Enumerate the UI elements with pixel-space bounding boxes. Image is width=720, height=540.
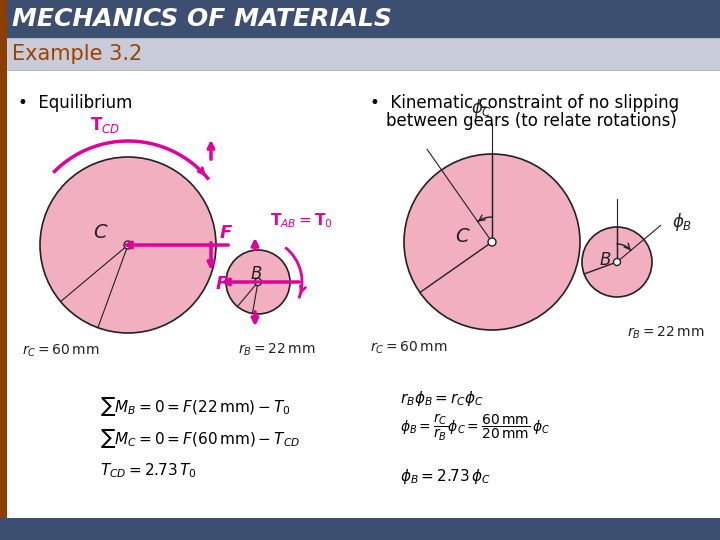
Circle shape <box>254 279 261 286</box>
Circle shape <box>40 157 216 333</box>
Text: C: C <box>455 227 469 246</box>
Text: $\phi_C$: $\phi_C$ <box>472 97 492 119</box>
Text: $\sum M_B = 0 = F(22\,\mathrm{mm})-T_0$: $\sum M_B = 0 = F(22\,\mathrm{mm})-T_0$ <box>100 395 291 418</box>
Text: B: B <box>599 251 611 269</box>
Text: $r_B = 22\,\mathrm{mm}$: $r_B = 22\,\mathrm{mm}$ <box>238 342 315 359</box>
Text: $\phi_B = \dfrac{r_C}{r_B}\phi_C = \dfrac{60\,\mathrm{mm}}{20\,\mathrm{mm}}\,\ph: $\phi_B = \dfrac{r_C}{r_B}\phi_C = \dfra… <box>400 412 550 443</box>
Text: $\phi_B = 2.73\,\phi_C$: $\phi_B = 2.73\,\phi_C$ <box>400 467 491 486</box>
Text: C: C <box>93 224 107 242</box>
Text: $r_B = 22\,\mathrm{mm}$: $r_B = 22\,\mathrm{mm}$ <box>627 325 705 341</box>
Text: $r_C = 60\,\mathrm{mm}$: $r_C = 60\,\mathrm{mm}$ <box>22 343 99 360</box>
Bar <box>0 38 7 70</box>
Text: $r_C = 60\,\mathrm{mm}$: $r_C = 60\,\mathrm{mm}$ <box>370 340 448 356</box>
Text: $r_B\phi_B = r_C\phi_C$: $r_B\phi_B = r_C\phi_C$ <box>400 389 485 408</box>
Text: MECHANICS OF MATERIALS: MECHANICS OF MATERIALS <box>12 7 392 31</box>
Text: •  Kinematic constraint of no slipping: • Kinematic constraint of no slipping <box>370 94 679 112</box>
Text: F: F <box>220 224 233 242</box>
Text: between gears (to relate rotations): between gears (to relate rotations) <box>386 112 677 130</box>
Text: •  Equilibrium: • Equilibrium <box>18 94 132 112</box>
Text: $\phi_B$: $\phi_B$ <box>672 211 692 233</box>
Text: $T_{CD} = 2.73\,T_0$: $T_{CD} = 2.73\,T_0$ <box>100 461 197 480</box>
Text: $\sum M_C = 0 = F(60\,\mathrm{mm})-T_{CD}$: $\sum M_C = 0 = F(60\,\mathrm{mm})-T_{CD… <box>100 427 300 450</box>
Bar <box>0 70 7 518</box>
Circle shape <box>488 238 496 246</box>
Text: Example 3.2: Example 3.2 <box>12 44 143 64</box>
Text: B: B <box>251 265 261 283</box>
Bar <box>0 0 7 38</box>
Text: $\mathbf{T}_{CD}$: $\mathbf{T}_{CD}$ <box>90 115 120 135</box>
Bar <box>0 0 720 38</box>
Text: F: F <box>216 275 228 293</box>
Bar <box>0 518 720 540</box>
Circle shape <box>613 259 621 266</box>
Circle shape <box>124 241 132 249</box>
Circle shape <box>582 227 652 297</box>
Circle shape <box>226 250 290 314</box>
Text: $\mathbf{T}_{AB} = \mathbf{T}_0$: $\mathbf{T}_{AB} = \mathbf{T}_0$ <box>270 211 333 230</box>
Bar <box>0 38 720 70</box>
Circle shape <box>404 154 580 330</box>
